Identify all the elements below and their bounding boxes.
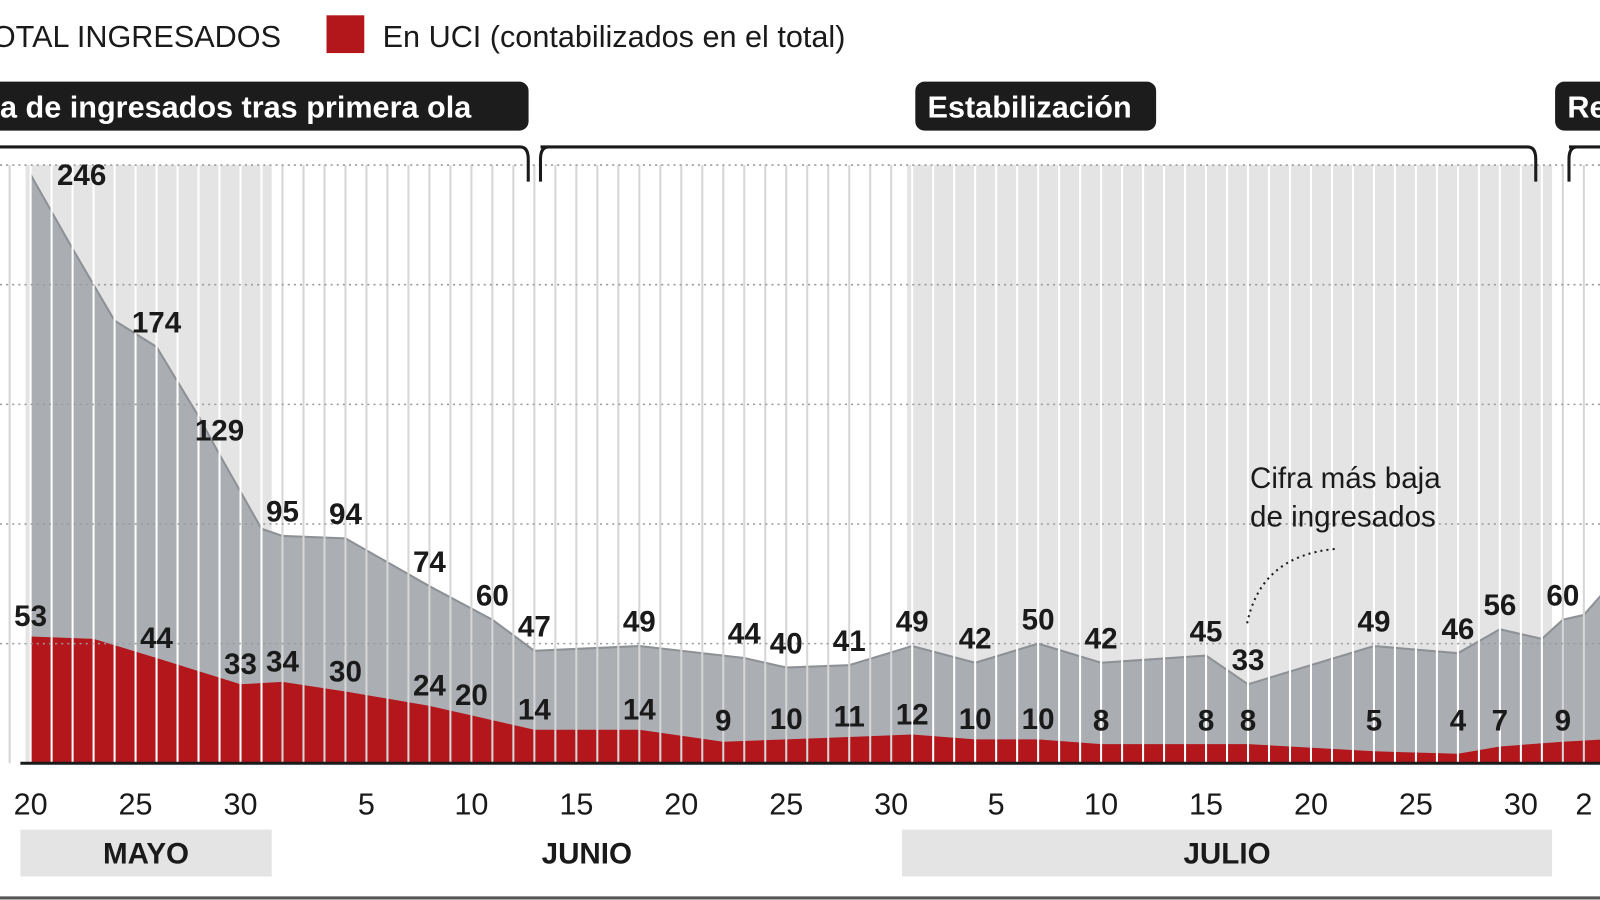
total-admissions-area	[30, 174, 1600, 764]
total-data-label: 94	[329, 498, 362, 531]
phase-label: Re	[1567, 90, 1600, 124]
total-data-label: 56	[1483, 589, 1516, 622]
x-tick-label: 30	[223, 787, 257, 821]
total-data-label: 44	[728, 618, 761, 651]
phase-label-box	[915, 81, 1157, 131]
total-data-label: 49	[623, 606, 656, 639]
icu-data-label: 12	[896, 698, 929, 731]
legend-icu-swatch	[326, 15, 365, 54]
icu-data-label: 24	[413, 670, 446, 703]
legend-total-label: OTAL INGRESADOS	[0, 20, 281, 54]
total-data-label: 47	[518, 611, 551, 644]
legend-icu-label: En UCI (contabilizados en el total)	[383, 20, 846, 54]
x-tick-label: 25	[119, 787, 153, 821]
icu-data-label: 8	[1198, 705, 1214, 738]
annotation-text: Cifra más baja	[1250, 462, 1441, 495]
x-tick-label: 25	[769, 787, 803, 821]
total-data-label: 246	[57, 159, 106, 192]
icu-data-label: 8	[1240, 705, 1256, 738]
grid-layer	[0, 164, 1600, 764]
phase-bracket	[538, 145, 1538, 182]
phase-label: a de ingresados tras primera ola	[0, 90, 472, 124]
x-tick-label: 25	[1399, 787, 1433, 821]
month-label: JUNIO	[542, 837, 632, 870]
icu-data-label: 10	[1022, 703, 1055, 736]
axis-layer: 20 25 30 5 10 15 20 25 30 5 10 15 20 25 30 2 MAYO JUNIO JU…	[0, 761, 1600, 900]
icu-data-label: 9	[715, 705, 731, 738]
icu-data-label: 33	[224, 648, 257, 681]
x-tick-label: 2	[1575, 787, 1592, 821]
icu-data-label: 14	[623, 694, 656, 727]
x-tick-label: 15	[559, 787, 593, 821]
x-tick-label: 20	[1294, 787, 1328, 821]
phase-label-box	[1555, 81, 1600, 131]
total-data-label: 174	[132, 307, 182, 340]
total-data-label: 49	[1358, 606, 1391, 639]
header-layer: OTAL INGRESADOS En UCI (contabilizados en…	[0, 15, 1600, 182]
icu-data-label: 34	[266, 646, 299, 679]
x-tick-label: 10	[1084, 787, 1118, 821]
icu-data-label: 20	[455, 679, 488, 712]
month-label: JULIO	[1183, 837, 1270, 870]
total-data-label: 45	[1190, 615, 1223, 648]
x-tick-label: 30	[874, 787, 908, 821]
phase-bracket	[0, 145, 530, 182]
total-data-label: 60	[1546, 579, 1579, 612]
phase-bracket	[1567, 145, 1600, 182]
phase-label-box	[0, 81, 529, 131]
x-tick-label: 5	[988, 787, 1005, 821]
month-label: MAYO	[103, 837, 189, 870]
icu-data-label: 14	[518, 694, 551, 727]
icu-data-label: 11	[834, 701, 865, 734]
total-data-label: 40	[770, 627, 803, 660]
icu-data-label: 44	[140, 622, 173, 655]
annotation-pointer	[1245, 547, 1335, 625]
total-data-label: 33	[1232, 644, 1265, 677]
x-tick-label: 20	[664, 787, 698, 821]
total-data-label: 41	[833, 625, 866, 658]
icu-data-label: 9	[1555, 705, 1571, 738]
total-data-label: 42	[1085, 622, 1118, 655]
month-band	[901, 829, 1553, 877]
icu-data-label: 30	[329, 655, 362, 688]
total-data-label: 50	[1022, 603, 1055, 636]
total-data-label: 60	[476, 579, 509, 612]
icu-data-label: 10	[770, 703, 803, 736]
x-tick-label: 10	[454, 787, 488, 821]
total-data-label: 74	[413, 546, 446, 579]
total-data-label: 46	[1441, 613, 1474, 646]
total-data-label: 42	[959, 622, 992, 655]
x-tick-label: 15	[1189, 787, 1223, 821]
icu-data-label: 53	[14, 600, 47, 633]
x-tick-label: 20	[14, 787, 48, 821]
icu-data-label: 5	[1366, 705, 1382, 738]
icu-data-label: 10	[959, 703, 992, 736]
annotation-text: de ingresados	[1250, 501, 1436, 534]
total-data-label: 95	[266, 496, 299, 529]
month-band	[20, 829, 272, 877]
x-tick-label: 5	[358, 787, 375, 821]
total-data-label: 49	[896, 606, 929, 639]
phase-label: Estabilización	[928, 90, 1132, 124]
icu-area	[30, 636, 1600, 764]
icu-data-label: 4	[1450, 705, 1467, 738]
icu-data-label: 8	[1093, 705, 1109, 738]
total-data-label: 129	[195, 414, 244, 447]
icu-data-label: 7	[1492, 705, 1508, 738]
x-tick-label: 30	[1504, 787, 1538, 821]
